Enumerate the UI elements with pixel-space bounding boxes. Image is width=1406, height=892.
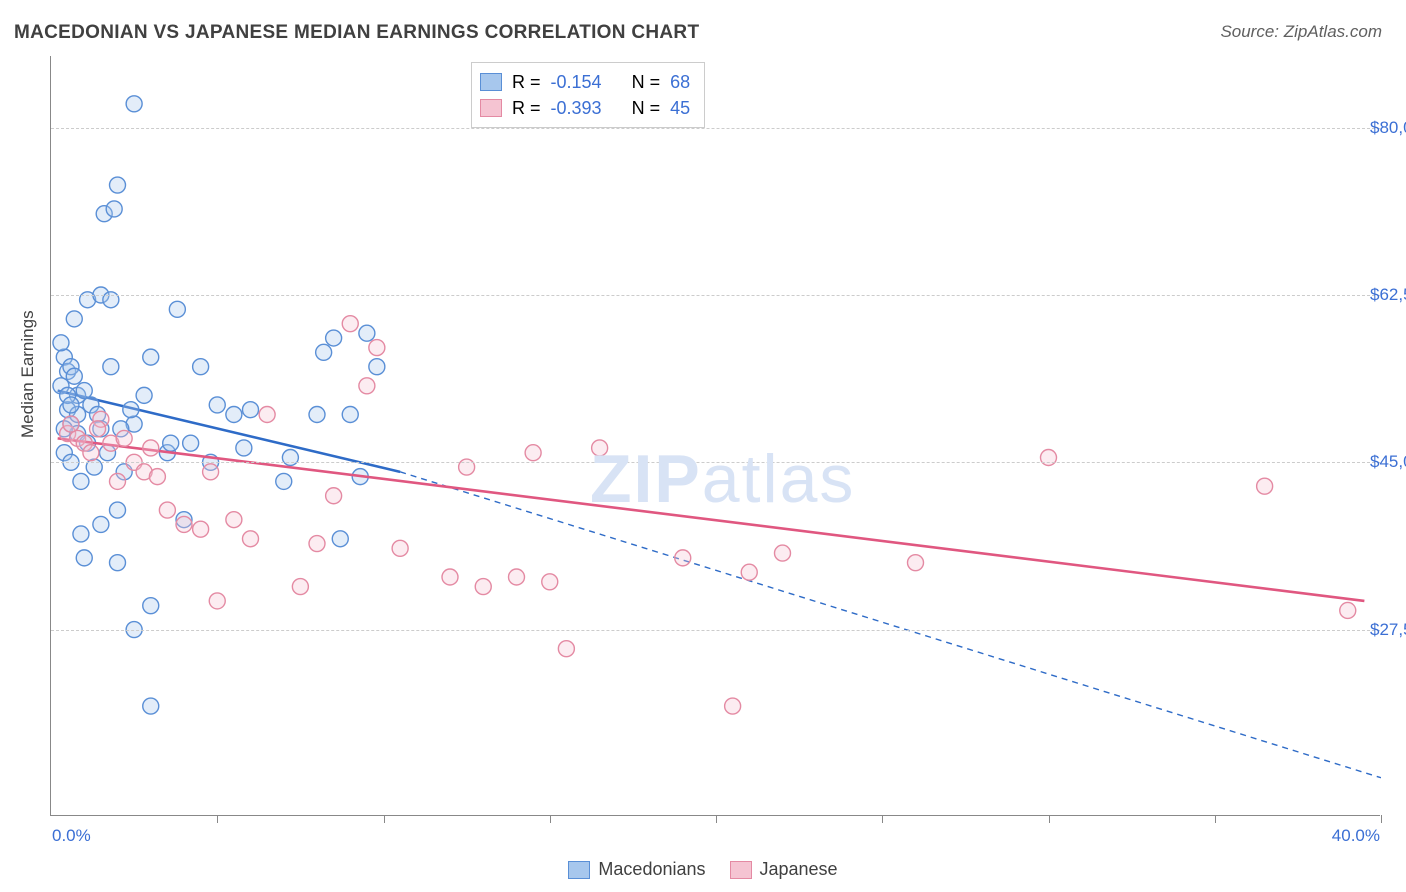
r-label: R = (512, 95, 541, 121)
legend-row-macedonians: R = -0.154 N = 68 (480, 69, 690, 95)
watermark: ZIPatlas (590, 440, 855, 518)
x-tick (1381, 815, 1382, 823)
legend-item-macedonians: Macedonians (568, 859, 705, 880)
legend-label-macedonians: Macedonians (598, 859, 705, 880)
legend-row-japanese: R = -0.393 N = 45 (480, 95, 690, 121)
legend-item-japanese: Japanese (730, 859, 838, 880)
y-axis-label: Median Earnings (18, 310, 38, 438)
x-tick (550, 815, 551, 823)
watermark-bold: ZIP (590, 441, 702, 517)
gridline (51, 128, 1380, 129)
watermark-light: atlas (702, 441, 856, 517)
y-tick-label: $80,000 (1370, 118, 1406, 138)
source-label: Source: ZipAtlas.com (1220, 22, 1382, 42)
chart-container: MACEDONIAN VS JAPANESE MEDIAN EARNINGS C… (0, 0, 1406, 892)
x-tick (1049, 815, 1050, 823)
y-tick-label: $27,500 (1370, 620, 1406, 640)
swatch-japanese-bottom (730, 861, 752, 879)
x-tick (716, 815, 717, 823)
x-label-left: 0.0% (52, 826, 91, 846)
scatter-svg (51, 56, 1381, 816)
correlation-legend: R = -0.154 N = 68 R = -0.393 N = 45 (471, 62, 705, 128)
x-tick (882, 815, 883, 823)
plot-area: $27,500$45,000$62,500$80,000 R = -0.154 … (50, 56, 1380, 816)
chart-title: MACEDONIAN VS JAPANESE MEDIAN EARNINGS C… (14, 22, 699, 44)
n-label: N = (632, 95, 661, 121)
legend-label-japanese: Japanese (760, 859, 838, 880)
gridline (51, 295, 1380, 296)
x-tick (1215, 815, 1216, 823)
r-value-macedonians: -0.154 (551, 69, 602, 95)
y-tick-label: $45,000 (1370, 452, 1406, 472)
x-tick (384, 815, 385, 823)
gridline (51, 630, 1380, 631)
x-tick (217, 815, 218, 823)
r-label: R = (512, 69, 541, 95)
x-label-right: 40.0% (1332, 826, 1380, 846)
swatch-macedonians (480, 73, 502, 91)
n-value-macedonians: 68 (670, 69, 690, 95)
series-legend: Macedonians Japanese (0, 859, 1406, 880)
swatch-japanese (480, 99, 502, 117)
swatch-macedonians-bottom (568, 861, 590, 879)
n-value-japanese: 45 (670, 95, 690, 121)
r-value-japanese: -0.393 (551, 95, 602, 121)
y-tick-label: $62,500 (1370, 285, 1406, 305)
n-label: N = (632, 69, 661, 95)
